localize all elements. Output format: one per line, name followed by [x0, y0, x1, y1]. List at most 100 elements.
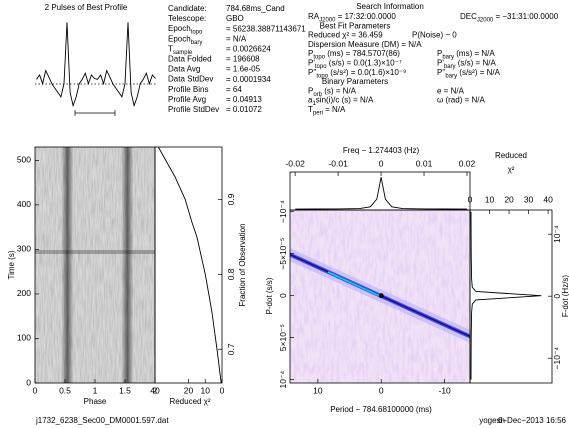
- y-tick-label: 0: [26, 377, 31, 387]
- info-text: Candidate:: [168, 4, 207, 13]
- x-tick-label: 0: [220, 385, 225, 395]
- text-part: P: [437, 49, 442, 58]
- text-part: T: [308, 105, 313, 114]
- info-value: = 196608: [226, 55, 260, 64]
- y-tick-label: −10⁻⁴: [552, 347, 562, 370]
- x-tick-label: 0: [379, 158, 384, 168]
- x-tick-label: 1: [93, 385, 98, 395]
- profile-line: [36, 22, 156, 108]
- info-text: Profile StdDev: [168, 105, 219, 114]
- info-value: = 0.04913: [226, 95, 262, 104]
- x-tick-label: 0: [33, 385, 38, 395]
- x-tick-label: 10: [201, 385, 211, 395]
- y-tick-label: 10⁻⁴: [278, 370, 288, 388]
- footer-user: yogesh: [479, 416, 505, 425]
- info-text: ω (rad) = N/A: [437, 96, 485, 105]
- text-part: Data Avg: [168, 65, 200, 74]
- time-phase-image: [35, 147, 155, 383]
- chi2-curve: [295, 177, 468, 210]
- info-text: P'bary (s/s) = N/A: [437, 59, 496, 70]
- text-part: Profile StdDev: [168, 105, 219, 114]
- x-tick-label: 0: [468, 194, 473, 204]
- text-part: T: [168, 45, 173, 54]
- y2-axis-label: F-dot (Hz/s): [561, 275, 569, 318]
- y-tick-label: 400: [17, 199, 31, 209]
- subscript: bary: [191, 39, 203, 45]
- text-part: (ms) = 784.5707(86): [325, 49, 400, 58]
- info-text: Ptopo (ms) = 784.5707(86): [308, 49, 400, 60]
- y-axis-label: Fraction of Observation: [238, 223, 247, 306]
- x-tick-label: 10: [485, 194, 495, 204]
- text-part: = 17:32:00.0000: [335, 12, 396, 21]
- info-text: RAJ2000 = 17:32:00.0000: [308, 12, 396, 23]
- text-part: (ms) = N/A: [454, 49, 495, 58]
- subscript: bary: [442, 54, 454, 60]
- info-text: Profile Bins: [168, 85, 208, 94]
- info-text: Tsample: [168, 45, 193, 56]
- text-part: (s) = N/A: [322, 87, 357, 96]
- y-tick-label: 10⁻⁴: [552, 225, 562, 243]
- text-part: DEC: [460, 12, 477, 21]
- text-part: Profile Bins: [168, 85, 208, 94]
- text-part: Dispersion Measure (DM) = N/A: [308, 40, 422, 49]
- text-part: sin(i)/c (s) = N/A: [316, 96, 374, 105]
- info-text: P''bary (s/s²) = N/A: [437, 68, 501, 79]
- info-value: = 56238.38871143671: [226, 24, 306, 33]
- x-axis-label: Reduced χ²: [169, 397, 210, 406]
- info-value: = N/A: [226, 34, 247, 43]
- y-axis-label: P-dot (s/s): [265, 277, 274, 314]
- y-tick-label: 100: [17, 333, 31, 343]
- x-tick-label: 2: [153, 385, 158, 395]
- text-part: Candidate:: [168, 4, 207, 13]
- y-tick-label: 200: [17, 288, 31, 298]
- info-text: Data Avg: [168, 65, 200, 74]
- text-part: P'': [437, 68, 446, 77]
- text-part: = N/A: [323, 105, 346, 114]
- x-tick-label: 0.5: [59, 385, 71, 395]
- text-part: = −31:31:00.0000: [493, 12, 559, 21]
- x-tick-label: 20: [504, 194, 514, 204]
- x-tick-label: 30: [524, 194, 534, 204]
- info-text: Telescope:: [168, 14, 206, 23]
- text-part: e = N/A: [437, 87, 465, 96]
- info-text: Tperi = N/A: [308, 105, 346, 116]
- y-tick-label: 0: [278, 293, 288, 298]
- x-tick-label: 0.01: [416, 158, 433, 168]
- subscript: topo: [313, 54, 325, 60]
- x-tick-label: -0.01: [328, 158, 348, 168]
- subscript: 1: [312, 101, 316, 107]
- text-part: P: [308, 87, 313, 96]
- x-tick-label: 0: [379, 385, 384, 395]
- info-value: 784.68ms_Cand: [226, 4, 285, 13]
- text-part: Reduced χ² = 36.459: [308, 31, 383, 40]
- subscript: J2000: [319, 17, 336, 23]
- x-axis-label: Reduced: [495, 151, 527, 160]
- info-text: Profile Avg: [168, 95, 206, 104]
- x-axis-label: Freq − 1.274403 (Hz): [343, 146, 420, 155]
- x-tick-label: 1.5: [119, 385, 131, 395]
- text-part: (s/s²) = N/A: [457, 68, 501, 77]
- text-part: Epoch: [168, 24, 191, 33]
- text-part: (s/s) = N/A: [456, 59, 497, 68]
- info-title: Search Information: [356, 2, 424, 11]
- info-text: Epochbary: [168, 34, 202, 45]
- subscript: bary: [445, 73, 457, 79]
- text-part: (s/s²) = 0.0(1.6)×10⁻⁹: [328, 68, 406, 77]
- chi2-curve: [470, 211, 542, 380]
- info-text: Epochtopo: [168, 24, 203, 35]
- x-tick-label: 20: [184, 385, 194, 395]
- text-part: P'': [308, 68, 317, 77]
- y-tick-label: 0.8: [226, 268, 236, 280]
- info-value: = 64: [226, 85, 242, 94]
- y-tick-label: 300: [17, 244, 31, 254]
- y-tick-label: 0.7: [226, 343, 236, 355]
- text-part: P(Noise) ~ 0: [412, 31, 457, 40]
- text-part: Data Folded: [168, 55, 212, 64]
- y-tick-label: 5×10⁻⁵: [278, 324, 288, 351]
- subscript: orb: [313, 91, 322, 97]
- x-axis-label: Period − 784.68100000 (ms): [330, 405, 432, 414]
- info-value: = 0.0026624: [226, 45, 271, 54]
- y-tick-label: −5×10⁻⁵: [278, 238, 288, 270]
- subscript: topo: [191, 29, 203, 35]
